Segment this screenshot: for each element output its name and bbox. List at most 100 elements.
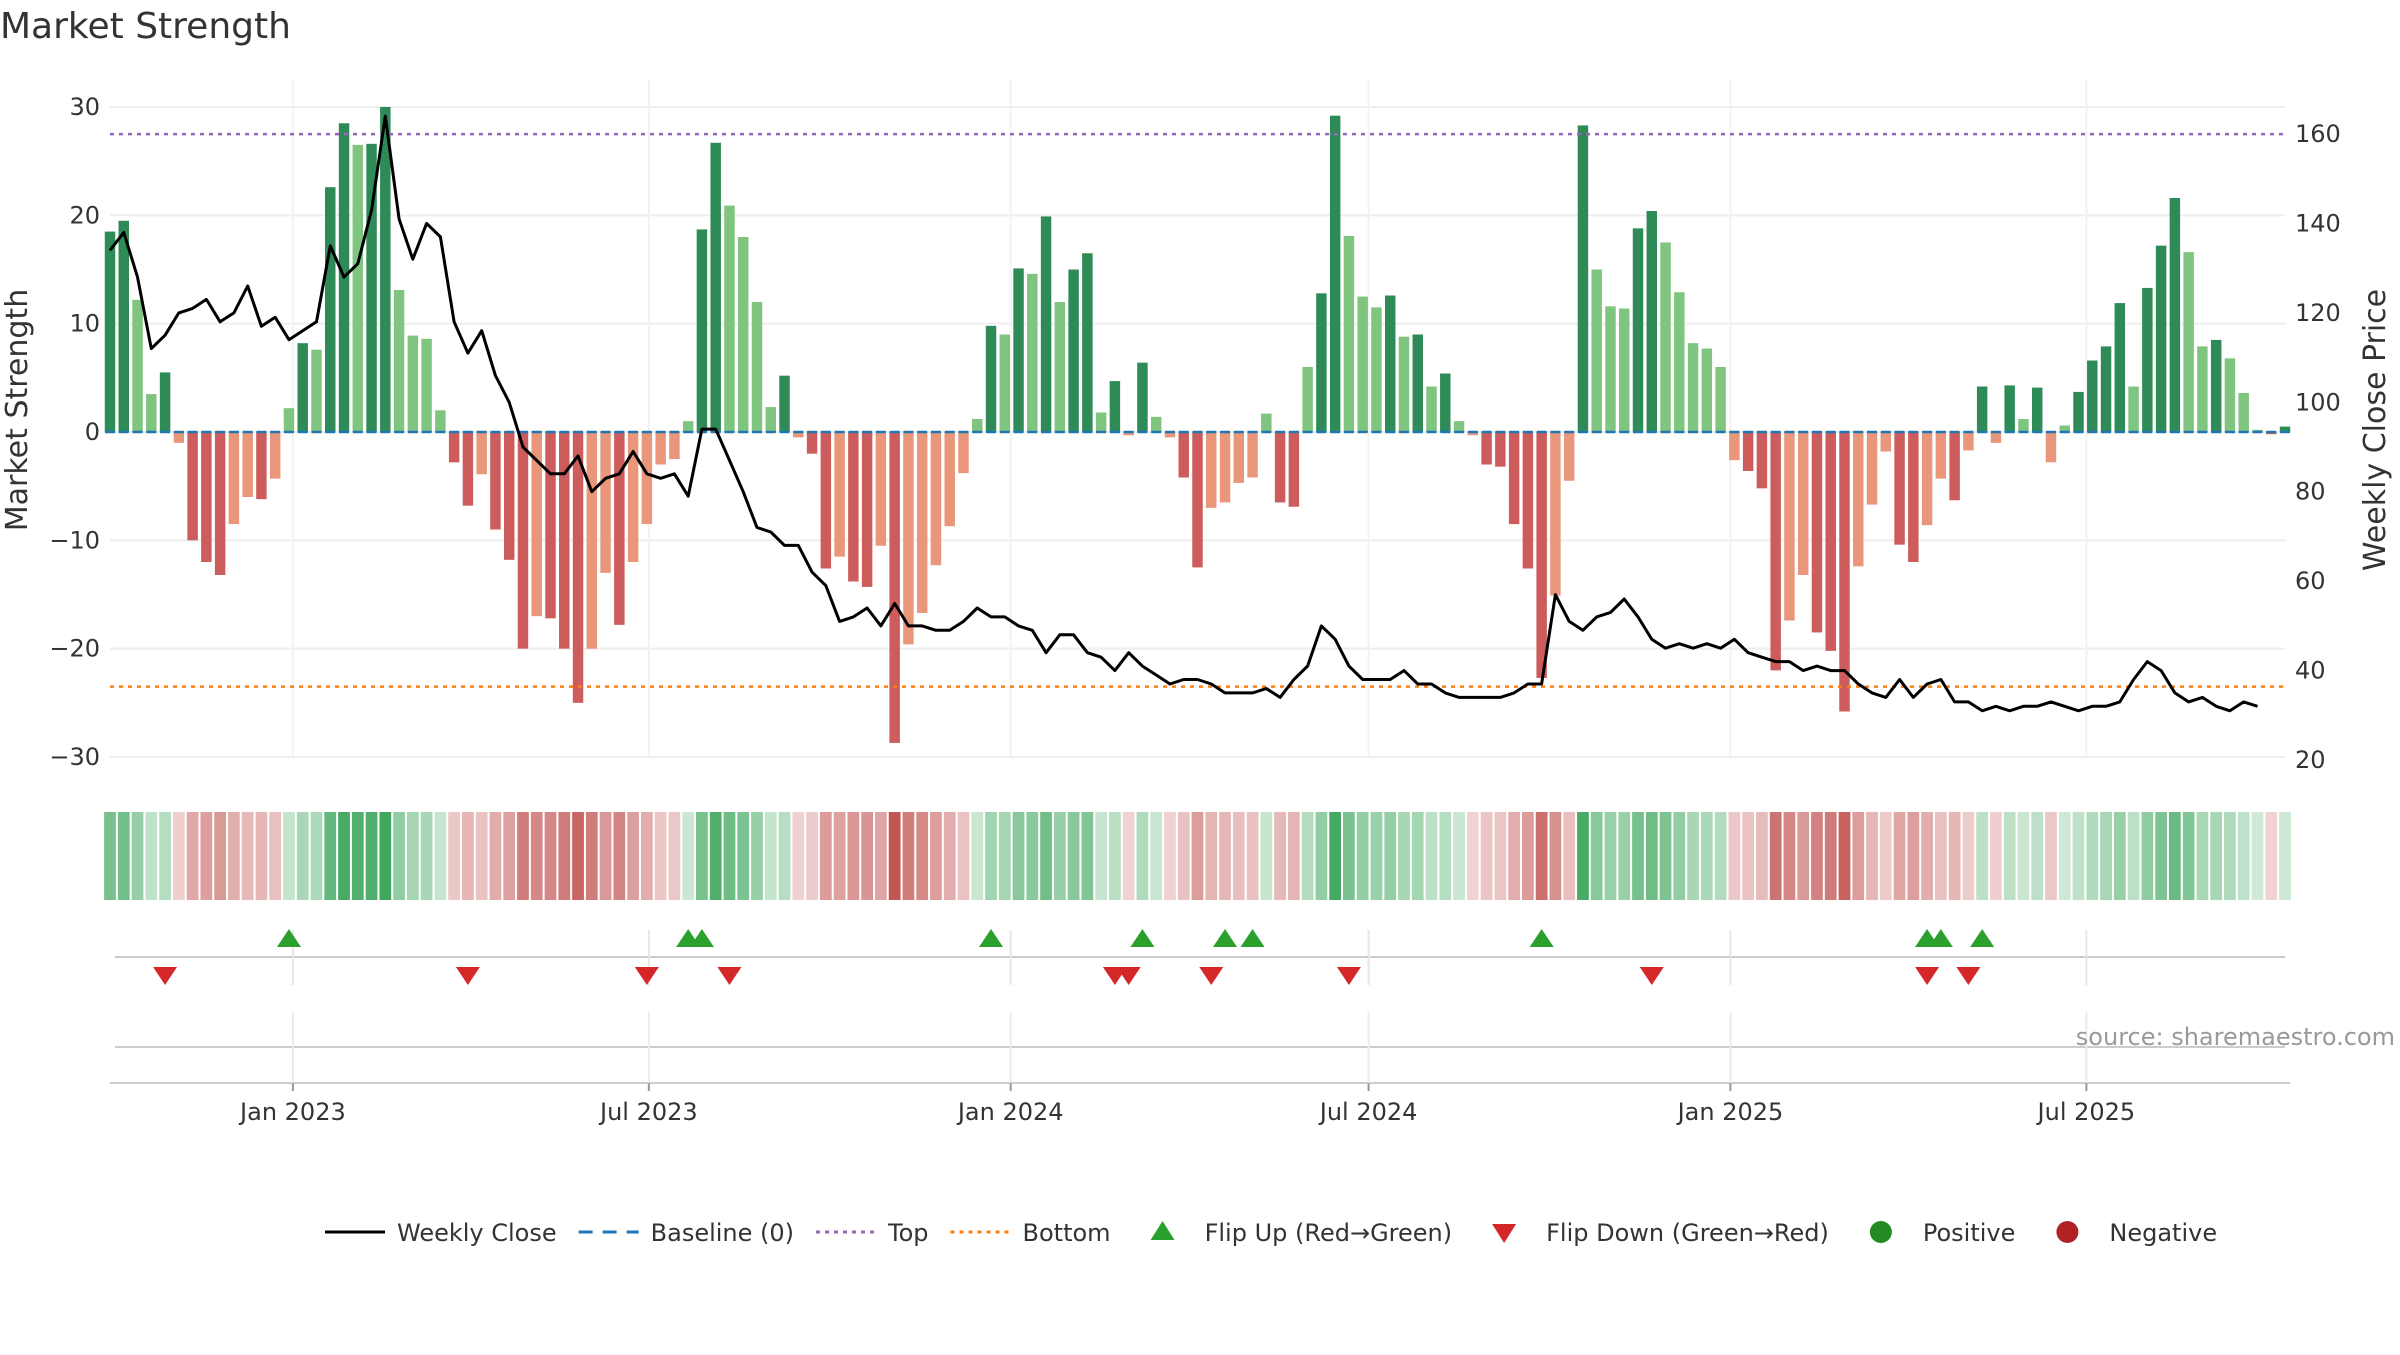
strength-bar [930, 432, 942, 566]
strength-bar [1687, 343, 1699, 432]
legend-item: Weekly Close [325, 1219, 557, 1247]
strength-bar [1908, 432, 1919, 562]
x-tick-label: Jan 2024 [956, 1098, 1064, 1126]
heat-cell [861, 812, 874, 900]
strength-bar [958, 432, 969, 474]
heat-cell [1329, 812, 1342, 900]
strength-bar [1247, 432, 1258, 478]
heat-cell [241, 812, 254, 900]
strength-bar [256, 432, 267, 500]
y2-axis-title: Weekly Close Price [2358, 289, 2393, 571]
strength-bar [1206, 432, 1217, 508]
y2-tick-label: 40 [2295, 657, 2326, 685]
strength-bar [2169, 198, 2181, 432]
heat-cell [682, 812, 695, 900]
strength-bar [1013, 268, 1024, 432]
heat-cell [2058, 812, 2071, 900]
strength-bar [1082, 253, 1093, 432]
y-tick-label: −10 [49, 526, 100, 554]
strength-bar [1646, 211, 1658, 432]
strength-bar [1233, 432, 1245, 483]
heat-cell [875, 812, 887, 900]
strength-bar [1536, 432, 1547, 678]
heat-cell [1301, 812, 1314, 900]
heat-cell [1205, 812, 1218, 900]
strength-bar [269, 432, 281, 479]
legend-item: Top [816, 1219, 929, 1247]
heat-cell [1618, 812, 1631, 900]
heat-cell [1907, 812, 1920, 900]
strength-bar [2210, 339, 2222, 432]
heat-cell [1811, 812, 1823, 900]
strength-bar [1632, 228, 1644, 432]
heat-cell [792, 812, 805, 900]
legend-label: Baseline (0) [651, 1219, 794, 1247]
heat-cell [1453, 812, 1465, 900]
heat-cell [2196, 812, 2209, 900]
strength-bar [490, 432, 501, 530]
strength-bar [1343, 235, 1355, 432]
flip-down-marker [1639, 967, 1664, 985]
strength-bar [1935, 432, 1947, 479]
strength-bar [118, 220, 129, 432]
y2-tick-label: 20 [2295, 746, 2326, 774]
heat-cell [1893, 812, 1906, 900]
heat-cell [2127, 812, 2140, 900]
heat-cell [640, 812, 653, 900]
heat-cell [2072, 812, 2085, 900]
heat-cell [1164, 812, 1176, 900]
heat-cell [172, 812, 185, 900]
strength-bar [1426, 386, 1437, 432]
heat-cell [1604, 812, 1617, 900]
x-tick-label: Jul 2023 [598, 1098, 698, 1126]
flip-down-marker [1956, 967, 1981, 985]
heat-cell [2279, 812, 2291, 900]
strength-bar [682, 421, 694, 432]
heat-cell [2224, 812, 2236, 900]
strength-bar [2114, 303, 2126, 432]
strength-bar [2183, 252, 2194, 432]
heat-cell [1756, 812, 1768, 900]
strength-bar [861, 432, 873, 587]
flip-down-marker [1336, 967, 1361, 985]
strength-bar [2100, 346, 2112, 432]
strength-bar [1742, 432, 1754, 471]
strength-bar [916, 432, 928, 613]
heat-cell [2045, 812, 2057, 900]
flip-up-marker [1928, 929, 1953, 947]
heat-cell [1384, 812, 1397, 900]
strength-bar [1288, 432, 1300, 507]
strength-bar [1550, 432, 1561, 596]
heat-cell [971, 812, 984, 900]
strength-bar [641, 432, 653, 525]
heat-cell [943, 812, 956, 900]
strength-bar [2224, 358, 2236, 432]
strength-bar [1619, 308, 1630, 432]
strength-bar [1880, 432, 1892, 452]
heat-cell [1398, 812, 1410, 900]
heat-cell [902, 812, 915, 900]
heat-cell [1315, 812, 1328, 900]
heat-cell [1246, 812, 1259, 900]
strength-bar [655, 432, 666, 465]
heat-cell [916, 812, 929, 900]
x-tick-label: Jul 2024 [1318, 1098, 1418, 1126]
strength-bar [1522, 432, 1534, 569]
strength-bar [1150, 416, 1162, 432]
heat-cell [310, 812, 323, 900]
heat-cell [1260, 812, 1273, 900]
legend-triangle-down-icon [1492, 1224, 1517, 1243]
heat-cell [1824, 812, 1837, 900]
strength-bar [1481, 432, 1492, 465]
heat-cell [145, 812, 158, 900]
strength-bar [517, 432, 529, 649]
flip-down-marker [153, 967, 178, 985]
strength-bar [435, 410, 446, 432]
legend-label: Positive [1923, 1219, 2016, 1247]
heat-cell [613, 812, 626, 900]
heat-cell [778, 812, 791, 900]
heat-cell [1590, 812, 1603, 900]
strength-bar [779, 375, 790, 432]
strength-bar [476, 432, 487, 475]
